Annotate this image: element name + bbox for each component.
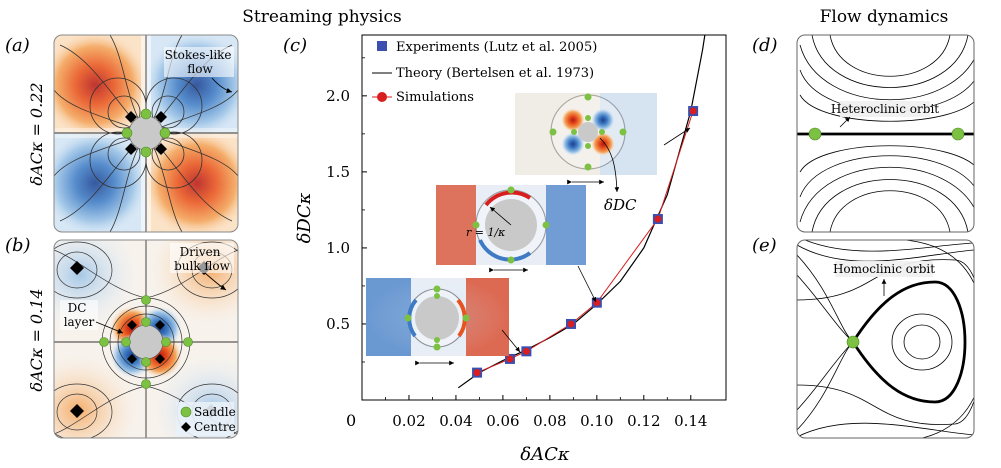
- panel-label-c: (c): [283, 35, 307, 56]
- inset-low: [366, 278, 509, 366]
- x-tick-label: 0.08: [533, 412, 566, 430]
- inset-delta-dc-label: δDC: [604, 196, 637, 214]
- legend-theory-label: Theory (Bertelsen et al. 1973): [396, 66, 594, 81]
- header-flow: Flow dynamics: [820, 7, 949, 27]
- panel-d-phase: [797, 35, 974, 232]
- legend-saddle-label: Saddle: [194, 405, 236, 419]
- y-tick-label: 2.0: [326, 87, 350, 105]
- legend-saddle-marker: [180, 406, 192, 418]
- legend-centre-marker: [181, 422, 191, 432]
- panel-b-side-label: δACκ = 0.14: [27, 288, 46, 391]
- x-tick-label: 0.04: [439, 412, 472, 430]
- simulation-point: [593, 299, 601, 307]
- chart-marks: [457, 35, 706, 389]
- simulation-point: [522, 347, 530, 355]
- simulation-point: [506, 355, 514, 363]
- x-tick-label: 0.02: [392, 412, 425, 430]
- x-axis-label: δACκ: [520, 444, 570, 465]
- panel-a-annotation: Stokes-like flow: [165, 48, 236, 76]
- inset-mid: r = 1/κ: [436, 185, 586, 273]
- x-tick-label: 0.14: [674, 412, 707, 430]
- panel-a-annotation-line1: Stokes-like: [165, 48, 232, 62]
- chart-c: 0.02 0.04 0.06 0.08 0.10 0.12 0.14 0.5 1.0 1.5 2.0…: [294, 34, 727, 465]
- simulation-point: [654, 215, 662, 223]
- panel-label-b: (b): [5, 235, 31, 256]
- panel-b-layer-annotation: DC layer: [64, 301, 95, 329]
- legend-centre-label: Centre: [194, 420, 236, 434]
- inset-radius-label: r = 1/κ: [466, 226, 506, 239]
- x-tick-label: 0.06: [486, 412, 519, 430]
- inset-high: [515, 93, 657, 185]
- simulation-point: [567, 320, 575, 328]
- axis-ticks: 0.02 0.04 0.06 0.08 0.10 0.12 0.14 0.5 1.0 1.5 2.0: [326, 57, 707, 430]
- x-tick-label: 0.10: [580, 412, 613, 430]
- y-tick-label: 1.0: [326, 239, 350, 257]
- legend-exp-marker: [377, 41, 387, 51]
- origin-label: 0: [346, 411, 356, 430]
- panel-b-bulk-annotation: Driven bulk flow: [174, 245, 231, 273]
- y-axis-label: δDCκ: [294, 192, 315, 243]
- legend-exp-label: Experiments (Lutz et al. 2005): [396, 40, 597, 55]
- panel-b-layer-line1: DC: [68, 301, 87, 315]
- panel-label-a: (a): [5, 35, 30, 56]
- panel-b-bulk-line2: bulk flow: [174, 259, 231, 273]
- panel-b-layer-line2: layer: [64, 315, 95, 329]
- panel-d-annotation: Heteroclinic orbit: [831, 102, 939, 116]
- chart-legend: Experiments (Lutz et al. 2005) Theory (B…: [372, 40, 597, 105]
- panel-label-e: (e): [752, 235, 777, 256]
- legend-sim-label: Simulations: [396, 90, 474, 105]
- panel-b-bulk-line1: Driven: [180, 245, 221, 259]
- x-tick-label: 0.12: [627, 412, 660, 430]
- legend-sim-marker: [377, 92, 387, 102]
- chart-frame: [361, 34, 727, 401]
- y-tick-label: 0.5: [326, 315, 350, 333]
- panel-label-d: (d): [752, 35, 778, 56]
- simulation-point: [473, 369, 481, 377]
- header-streaming: Streaming physics: [242, 7, 401, 27]
- panel-a-side-label: δACκ = 0.22: [27, 82, 46, 185]
- simulation-point: [689, 107, 697, 115]
- panel-e-annotation: Homoclinic orbit: [833, 262, 935, 276]
- y-tick-label: 1.5: [326, 163, 350, 181]
- panel-a-annotation-line2: flow: [187, 62, 213, 76]
